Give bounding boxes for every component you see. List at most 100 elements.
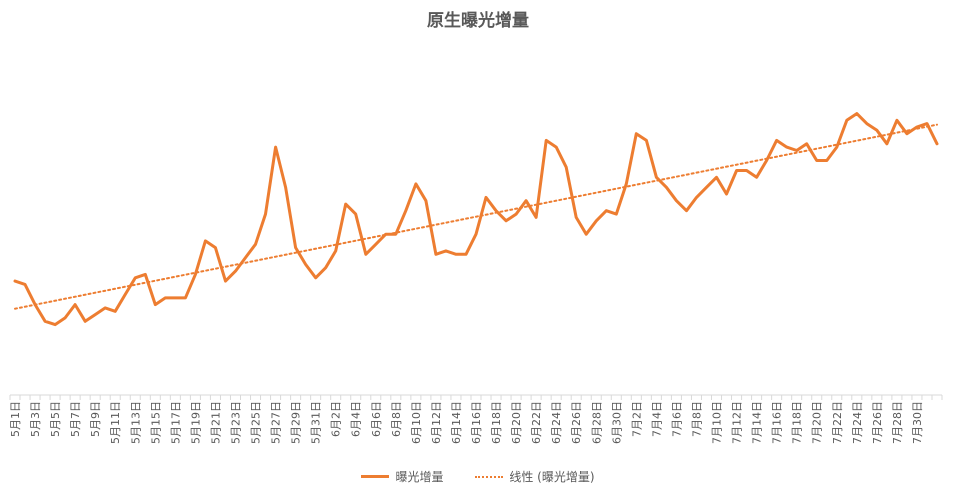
data-point: [875, 128, 879, 132]
data-point: [484, 195, 488, 199]
data-point: [384, 232, 388, 236]
data-point: [845, 118, 849, 122]
x-tick-label: 5月3日: [29, 401, 42, 437]
data-point: [704, 185, 708, 189]
data-point: [735, 169, 739, 173]
data-point: [624, 182, 628, 186]
data-point: [73, 303, 77, 307]
data-point: [213, 246, 217, 250]
data-point: [133, 276, 137, 280]
data-point: [905, 132, 909, 136]
data-point: [634, 132, 638, 136]
data-point: [344, 202, 348, 206]
x-tick-label: 6月6日: [370, 401, 383, 437]
x-axis: [9, 394, 943, 400]
x-tick-label: 7月12日: [731, 401, 744, 444]
data-point: [775, 138, 779, 142]
x-tick-label: 5月23日: [229, 401, 242, 444]
series-layer: [13, 112, 939, 327]
data-point: [745, 169, 749, 173]
legend-item-trendline[interactable]: 线性 (曝光增量): [475, 468, 595, 485]
data-point: [183, 296, 187, 300]
data-point: [825, 159, 829, 163]
data-point: [885, 142, 889, 146]
x-tick-label: 5月9日: [89, 401, 102, 437]
series-line: [13, 112, 939, 327]
x-tick-label: 5月31日: [310, 401, 323, 444]
x-tick-label: 7月10日: [711, 401, 724, 444]
legend-solid-line-swatch: [361, 475, 390, 478]
legend-item-series[interactable]: 曝光增量: [361, 468, 444, 485]
data-point: [63, 316, 67, 320]
x-tick-label: 6月20日: [510, 401, 523, 444]
data-point: [123, 293, 127, 297]
data-point: [334, 249, 338, 253]
data-point: [284, 185, 288, 189]
x-tick-label: 5月29日: [290, 401, 303, 444]
data-point: [715, 175, 719, 179]
data-point: [414, 182, 418, 186]
x-tick-label: 6月12日: [430, 401, 443, 444]
data-point: [274, 145, 278, 149]
data-point: [915, 125, 919, 129]
data-point: [464, 252, 468, 256]
data-point: [83, 319, 87, 323]
data-point: [103, 306, 107, 310]
x-tick-label: 5月25日: [250, 401, 263, 444]
x-tick-label: 7月28日: [891, 401, 904, 444]
data-point: [514, 212, 518, 216]
line-chart: 5月1日 5月3日 5月5日 5月7日 5月9日 5月11日 5月13日 5月15日 5月17日…: [9, 112, 943, 444]
data-point: [324, 266, 328, 270]
data-point: [33, 303, 37, 307]
x-tick-label: 6月22日: [530, 401, 543, 444]
data-point: [534, 215, 538, 219]
data-point: [43, 319, 47, 323]
data-point: [544, 138, 548, 142]
data-point: [153, 303, 157, 307]
x-tick-label: 7月26日: [871, 401, 884, 444]
data-point: [354, 212, 358, 216]
x-tick-label: 7月16日: [771, 401, 784, 444]
data-point: [644, 138, 648, 142]
data-point: [614, 212, 618, 216]
data-point: [264, 212, 268, 216]
data-point: [554, 145, 558, 149]
data-point: [23, 282, 27, 286]
data-point: [694, 195, 698, 199]
data-point: [143, 272, 147, 276]
x-tick-label: 7月20日: [811, 401, 824, 444]
data-point: [13, 279, 17, 283]
x-tick-label: 5月5日: [49, 401, 62, 437]
x-tick-label: 5月1日: [9, 401, 22, 437]
x-tick-label: 5月17日: [169, 401, 182, 444]
data-point: [524, 199, 528, 203]
data-point: [504, 219, 508, 223]
data-point: [815, 159, 819, 163]
data-point: [244, 256, 248, 260]
legend-dotted-line-swatch: [475, 475, 504, 478]
data-point: [674, 199, 678, 203]
data-point: [654, 175, 658, 179]
data-point: [254, 242, 258, 246]
data-point: [684, 209, 688, 213]
data-point: [925, 122, 929, 126]
chart-title: 原生曝光增量: [427, 11, 529, 31]
data-point: [454, 252, 458, 256]
x-tick-label: 7月30日: [911, 401, 924, 444]
trendline-layer: [14, 123, 938, 310]
data-point: [374, 242, 378, 246]
x-tick-label: 6月26日: [570, 401, 583, 444]
x-tick-label: 6月2日: [330, 401, 343, 437]
data-point: [203, 239, 207, 243]
data-point: [795, 148, 799, 152]
data-point: [755, 175, 759, 179]
data-point: [233, 269, 237, 273]
data-point: [664, 185, 668, 189]
x-tick-label: 5月7日: [69, 401, 82, 437]
trendline: [14, 123, 938, 310]
x-tick-label: 7月8日: [690, 401, 703, 437]
data-point: [193, 272, 197, 276]
data-point: [163, 296, 167, 300]
legend-label-series: 曝光增量: [395, 470, 444, 484]
x-tick-label: 5月21日: [209, 401, 222, 444]
